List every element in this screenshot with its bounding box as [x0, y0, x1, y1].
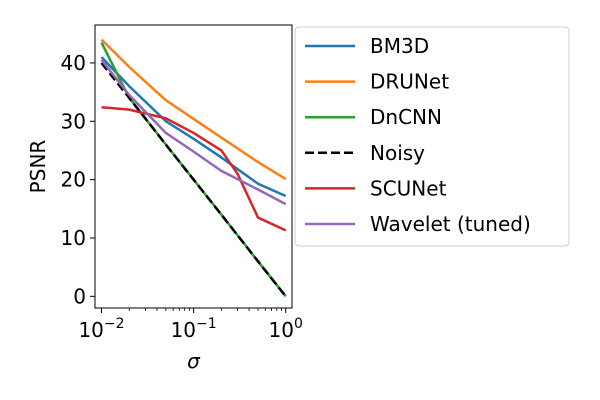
series-line-drunet: [100, 38, 287, 181]
legend: BM3D DRUNet DnCNN Noisy SCUNet Wavelet (tuned…: [294, 26, 570, 247]
x-tick-label: 10−2: [78, 316, 124, 342]
legend-label: SCUNet: [370, 176, 447, 200]
x-tick-label: 10−1: [171, 316, 217, 342]
x-axis-ticks: 10−2 10−1 100: [78, 308, 303, 342]
y-axis-ticks: 0 10 20 30 40: [61, 51, 95, 308]
plot-lines: [100, 38, 287, 298]
series-line-scunet: [101, 106, 287, 232]
series-line-bm3d: [100, 56, 287, 198]
x-tick-label: 100: [269, 316, 303, 342]
legend-label: Wavelet (tuned): [370, 212, 531, 236]
y-tick-label: 0: [73, 284, 86, 308]
legend-label: Noisy: [370, 141, 425, 165]
y-tick-label: 10: [61, 226, 86, 250]
y-axis-label: PSNR: [26, 140, 50, 194]
legend-label: DRUNet: [370, 70, 449, 94]
series-line-dncnn: [100, 41, 287, 298]
series-line-wavelet-tuned: [100, 59, 287, 206]
legend-label: BM3D: [370, 34, 429, 58]
y-tick-label: 20: [61, 168, 86, 192]
series-line-noisy: [100, 62, 287, 298]
y-tick-label: 40: [61, 51, 86, 75]
legend-box: [294, 26, 570, 247]
x-axis-label: σ: [187, 349, 201, 373]
y-tick-label: 30: [61, 109, 86, 133]
legend-label: DnCNN: [370, 105, 442, 129]
